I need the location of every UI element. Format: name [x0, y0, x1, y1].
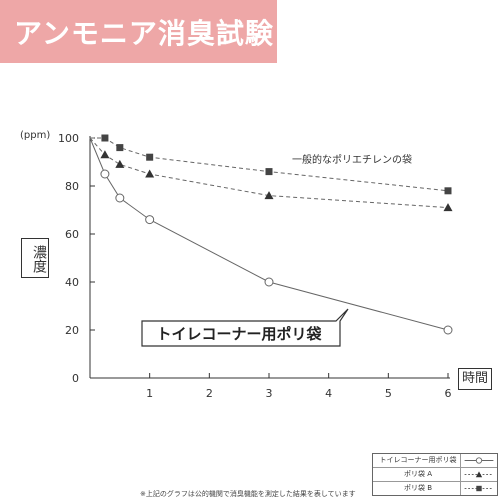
y-tick-label: 40 — [65, 276, 79, 289]
legend-label: ポリ袋 A — [373, 468, 461, 481]
y-axis-unit: (ppm) — [20, 130, 51, 141]
page-title: アンモニア消臭試験 — [14, 17, 274, 50]
x-tick-label: 6 — [445, 387, 452, 400]
x-tick-label: 4 — [325, 387, 332, 400]
data-point-triangle — [115, 159, 125, 168]
data-point-square — [444, 187, 452, 195]
legend-triangle-line-icon — [464, 471, 494, 478]
data-point-circle — [443, 325, 453, 335]
legend-row: ポリ袋 B — [373, 482, 497, 495]
data-point-triangle — [443, 203, 453, 212]
x-tick-label: 3 — [266, 387, 273, 400]
y-tick-label: 20 — [65, 324, 79, 337]
title-banner: アンモニア消臭試験 — [0, 0, 277, 63]
y-tick-label: 0 — [72, 372, 79, 385]
data-point-triangle — [264, 191, 274, 200]
data-point-triangle — [100, 150, 110, 159]
y-tick-label: 80 — [65, 180, 79, 193]
y-axis-label: 濃度 — [21, 238, 49, 278]
legend-square-line-icon — [464, 485, 494, 492]
data-point-circle — [145, 215, 155, 225]
callout-box — [141, 308, 349, 347]
legend-row: トイレコーナー用ポリ袋 — [373, 454, 497, 468]
y-tick-label: 60 — [65, 228, 79, 241]
series-line-1 — [89, 137, 449, 331]
data-point-square — [146, 153, 154, 161]
data-point-square — [101, 134, 109, 142]
data-point-circle — [264, 277, 274, 287]
x-tick-label: 2 — [206, 387, 213, 400]
legend-label: トイレコーナー用ポリ袋 — [373, 454, 461, 467]
footnote: ※上記のグラフは公的機関で消臭機能を測定した結果を表しています — [140, 490, 356, 498]
x-tick-label: 5 — [385, 387, 392, 400]
data-point-square — [265, 168, 273, 176]
data-point-circle — [100, 169, 110, 179]
data-point-circle — [115, 193, 125, 203]
callout-label: トイレコーナー用ポリ袋 — [156, 325, 322, 343]
x-axis-label: 時間 — [458, 368, 492, 390]
legend-row: ポリ袋 A — [373, 468, 497, 482]
data-point-square — [116, 144, 124, 152]
x-tick-label: 1 — [146, 387, 153, 400]
data-point-triangle — [145, 169, 155, 178]
legend-circle-line-icon — [464, 457, 494, 464]
y-tick-label: 100 — [58, 132, 79, 145]
legend-label: ポリ袋 B — [373, 482, 461, 495]
annotation-label: 一般的なポリエチレンの袋 — [292, 153, 412, 166]
legend: トイレコーナー用ポリ袋 ポリ袋 A ポリ袋 B — [372, 453, 498, 496]
